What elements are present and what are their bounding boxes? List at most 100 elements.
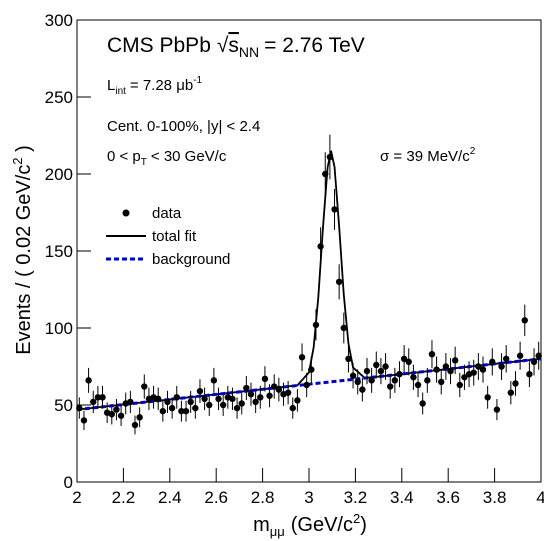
data-point bbox=[113, 406, 120, 413]
experiment: CMS PbPb bbox=[107, 34, 211, 57]
y-axis-label: Events / ( 0.02 GeV/c2 ) bbox=[10, 145, 35, 355]
data-point bbox=[108, 411, 116, 418]
data-point bbox=[507, 389, 515, 396]
data-point bbox=[354, 378, 361, 386]
data-point bbox=[331, 206, 338, 213]
data-point bbox=[475, 363, 482, 370]
data-point bbox=[215, 395, 222, 403]
fit-curve bbox=[77, 150, 541, 411]
data-point bbox=[136, 414, 143, 421]
data-point bbox=[521, 317, 528, 324]
data-point bbox=[451, 357, 459, 364]
data-point bbox=[219, 401, 227, 409]
data-point bbox=[196, 387, 204, 395]
x-tick-label: 3.4 bbox=[390, 488, 414, 507]
data-point bbox=[442, 363, 450, 370]
pt-post: < 30 GeV/c bbox=[151, 148, 227, 165]
x-label-text: (GeV/c bbox=[291, 514, 353, 536]
data-point bbox=[335, 278, 343, 285]
data-point bbox=[266, 392, 273, 399]
data-point bbox=[168, 404, 176, 412]
pt-sub: T bbox=[141, 157, 147, 168]
data-point bbox=[530, 358, 538, 366]
data-point bbox=[516, 352, 524, 359]
data-point bbox=[326, 153, 334, 161]
data-point bbox=[414, 381, 422, 389]
data-point bbox=[526, 371, 533, 378]
sqrt-sign: √ bbox=[217, 34, 229, 57]
x-tick-label: 2.8 bbox=[251, 488, 275, 507]
data-point bbox=[99, 394, 106, 401]
header: CMS PbPb √sNN = 2.76 TeV bbox=[107, 34, 365, 60]
data-point bbox=[201, 395, 208, 403]
data-point bbox=[405, 358, 412, 366]
data-point bbox=[373, 361, 380, 369]
y-tick-label: 150 bbox=[45, 242, 73, 261]
sqrt-arg: s bbox=[228, 34, 239, 57]
data-point bbox=[271, 383, 278, 390]
data-point bbox=[284, 389, 292, 396]
data-point bbox=[308, 366, 315, 373]
data-point bbox=[178, 407, 185, 415]
data-point bbox=[247, 391, 255, 398]
x-tick-label: 4 bbox=[536, 488, 544, 507]
data-point bbox=[400, 355, 408, 362]
data-point bbox=[206, 401, 213, 409]
y-tick-label: 100 bbox=[45, 319, 73, 338]
data-point bbox=[275, 386, 283, 393]
data-point bbox=[363, 367, 371, 375]
data-point bbox=[359, 386, 366, 393]
sigma-text: σ = 39 MeV/c bbox=[380, 148, 470, 165]
data-point bbox=[377, 367, 385, 375]
data-point bbox=[94, 394, 102, 401]
pt-pre: 0 < p bbox=[107, 148, 141, 165]
data-point bbox=[447, 367, 454, 375]
data-point bbox=[438, 378, 445, 386]
data-point bbox=[289, 404, 296, 412]
data-point bbox=[229, 395, 236, 403]
x-tick-label: 2.2 bbox=[112, 488, 136, 507]
data-point bbox=[85, 377, 92, 384]
data-point bbox=[131, 421, 139, 429]
legend-label: data bbox=[152, 205, 182, 222]
data-point bbox=[410, 374, 417, 381]
x-tick-label: 3 bbox=[304, 488, 313, 507]
data-point bbox=[456, 381, 463, 389]
data-point bbox=[90, 398, 97, 406]
data-point bbox=[503, 355, 510, 362]
data-point bbox=[368, 377, 375, 384]
data-point bbox=[261, 375, 269, 383]
data-point bbox=[419, 400, 426, 407]
sigma-sup: 2 bbox=[470, 146, 476, 157]
data-point bbox=[428, 350, 436, 358]
data-point bbox=[80, 417, 88, 424]
y-tick-label: 50 bbox=[54, 396, 73, 415]
data-point bbox=[312, 321, 320, 329]
data-point bbox=[187, 398, 194, 406]
y-tick-label: 250 bbox=[45, 88, 73, 107]
data-point bbox=[345, 355, 352, 362]
data-point bbox=[382, 363, 389, 370]
y-label-sup: 2 bbox=[10, 157, 25, 164]
data-point bbox=[127, 398, 134, 406]
x-axis-label: mμμ (GeV/c2) bbox=[253, 511, 367, 539]
data-point bbox=[498, 363, 505, 370]
y-label-close: ) bbox=[13, 145, 35, 157]
data-point bbox=[433, 366, 440, 373]
data-point bbox=[535, 352, 542, 359]
legend-label: background bbox=[152, 251, 230, 268]
data-point bbox=[322, 170, 329, 178]
data-point bbox=[489, 358, 496, 366]
x-tick-label: 3.2 bbox=[344, 488, 368, 507]
x-label-sub: μμ bbox=[270, 524, 285, 539]
data-point bbox=[141, 383, 148, 390]
lumi-sub: int bbox=[115, 86, 126, 97]
centrality: Cent. 0-100%, |y| < 2.4 bbox=[107, 118, 260, 135]
data-point bbox=[349, 372, 357, 379]
data-point bbox=[391, 377, 399, 384]
x-tick-label: 2 bbox=[72, 488, 81, 507]
legend-marker bbox=[122, 209, 130, 217]
x-label-close: ) bbox=[360, 514, 367, 536]
data-point bbox=[233, 404, 241, 412]
